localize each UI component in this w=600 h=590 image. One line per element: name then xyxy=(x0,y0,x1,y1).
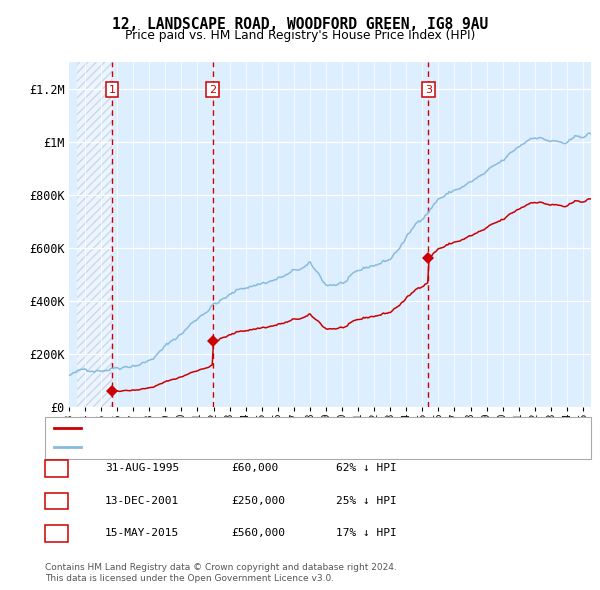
Text: £60,000: £60,000 xyxy=(231,464,278,473)
Text: 1: 1 xyxy=(53,464,60,473)
Text: £560,000: £560,000 xyxy=(231,529,285,538)
Text: 31-AUG-1995: 31-AUG-1995 xyxy=(105,464,179,473)
Text: 15-MAY-2015: 15-MAY-2015 xyxy=(105,529,179,538)
Text: Price paid vs. HM Land Registry's House Price Index (HPI): Price paid vs. HM Land Registry's House … xyxy=(125,30,475,42)
Bar xyxy=(77,62,112,407)
Text: 17% ↓ HPI: 17% ↓ HPI xyxy=(336,529,397,538)
Text: 2: 2 xyxy=(53,496,60,506)
Text: HPI: Average price, detached house, Redbridge: HPI: Average price, detached house, Redb… xyxy=(86,442,367,452)
Text: 3: 3 xyxy=(53,529,60,538)
Text: 13-DEC-2001: 13-DEC-2001 xyxy=(105,496,179,506)
Text: 2: 2 xyxy=(209,84,217,94)
Text: 62% ↓ HPI: 62% ↓ HPI xyxy=(336,464,397,473)
Text: 12, LANDSCAPE ROAD, WOODFORD GREEN, IG8 9AU: 12, LANDSCAPE ROAD, WOODFORD GREEN, IG8 … xyxy=(112,17,488,31)
Text: 25% ↓ HPI: 25% ↓ HPI xyxy=(336,496,397,506)
Text: 1: 1 xyxy=(109,84,115,94)
Text: £250,000: £250,000 xyxy=(231,496,285,506)
Text: 3: 3 xyxy=(425,84,432,94)
Text: 12, LANDSCAPE ROAD, WOODFORD GREEN, IG8 9AU (detached house): 12, LANDSCAPE ROAD, WOODFORD GREEN, IG8 … xyxy=(86,424,461,434)
Text: This data is licensed under the Open Government Licence v3.0.: This data is licensed under the Open Gov… xyxy=(45,574,334,583)
Text: Contains HM Land Registry data © Crown copyright and database right 2024.: Contains HM Land Registry data © Crown c… xyxy=(45,563,397,572)
